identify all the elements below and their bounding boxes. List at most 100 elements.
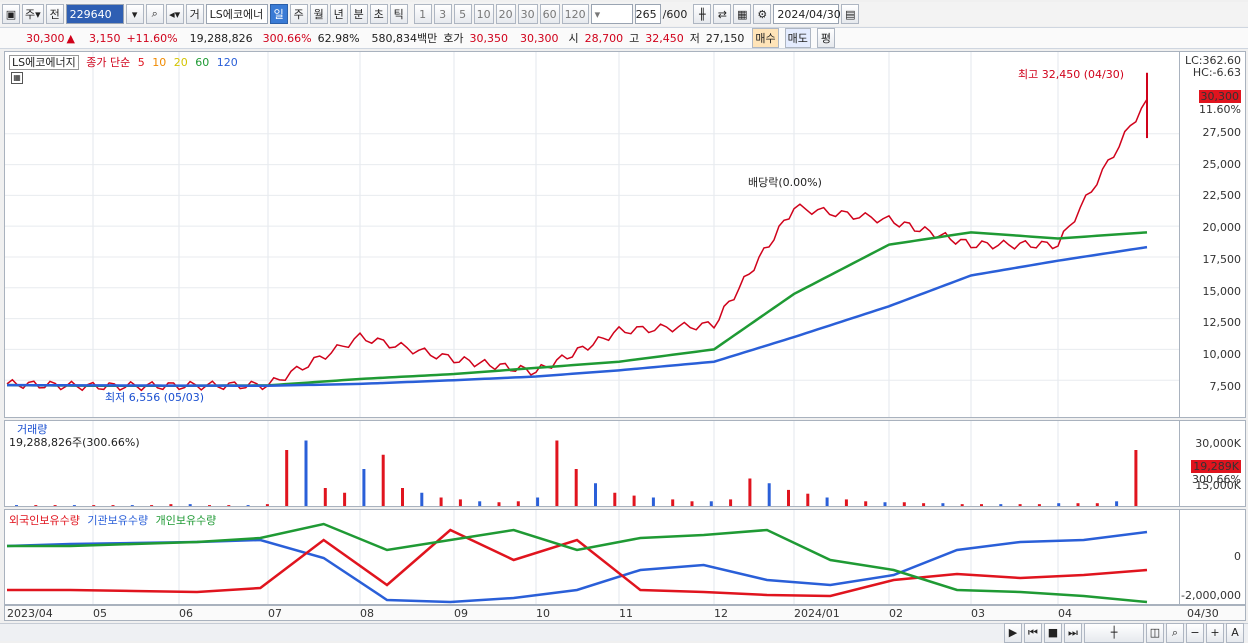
volume-bar [671,499,675,506]
hold-ytick: -2,000,000 [1181,589,1241,602]
bottom-toolbar: ▶ ⏮ ■ ⏭ ┼ ◫ ⌕ − + A [0,622,1248,643]
xtick-right: 04/30 [1187,607,1219,620]
volume-bar [362,469,366,506]
quote-bid: 30,300 [520,31,559,45]
volume-bar [1037,504,1041,506]
search-icon[interactable]: ⌕ [145,4,164,24]
interval-dropdown[interactable]: ▾ [590,4,633,24]
stock-name-field[interactable]: LS에코에너 [205,4,268,24]
speaker-icon[interactable]: ◂▾ [165,4,184,24]
zoom-slider[interactable]: ┼ [1084,622,1144,643]
code-dropdown-icon[interactable]: ▾ [125,4,144,24]
count-total: /600 [662,7,688,21]
current-pct-label: 11.60% [1199,103,1241,116]
last-icon[interactable]: ⏭ [1064,622,1082,643]
interval-1[interactable]: 1 [413,4,432,24]
interval-10[interactable]: 10 [473,4,494,24]
volume-bar [381,454,385,506]
interval-20[interactable]: 20 [495,4,516,24]
period-week[interactable]: 주 [289,4,308,24]
volume-value: 19,288,826 [189,31,253,45]
plus-icon[interactable]: + [1206,622,1224,643]
table-icon[interactable]: ▦ [11,72,23,84]
volume-bar [227,505,231,506]
current-price-tag: 30,300 [1198,90,1241,103]
interval-3[interactable]: 3 [433,4,452,24]
lc-value: LC:362.60 [1184,54,1241,67]
xtick: 11 [619,607,633,620]
buy-button[interactable]: 매수 [752,28,779,48]
volume-bar [709,501,713,506]
period-year[interactable]: 년 [329,4,348,24]
date-input[interactable]: 2024/04/30 [773,4,841,24]
quote-ask: 30,350 [469,31,509,45]
save-icon[interactable]: ▦ [733,4,752,24]
period-month[interactable]: 월 [309,4,328,24]
volume-chart[interactable]: 거래량 19,288,826주(300.66%) [4,420,1180,507]
volume-bar [864,501,868,506]
eval-button[interactable]: 평 [816,28,835,48]
period-tick[interactable]: 틱 [389,4,408,24]
volume-bar [825,497,829,506]
volume-bar [497,502,501,506]
volume-bar [169,504,173,506]
xtick: 12 [714,607,728,620]
volume-axis: 30,000K 15,000K 19,289K 300.66% [1180,420,1246,507]
xtick: 10 [536,607,550,620]
interval-5[interactable]: 5 [453,4,472,24]
volume-bar [439,497,443,506]
individual-line [7,522,1148,604]
layout-icon[interactable]: ◫ [1146,622,1164,643]
window-icon[interactable]: ▣ [2,4,20,24]
volume-bar [999,504,1003,506]
calendar-icon[interactable]: ▤ [841,4,860,24]
volume-bar [651,497,655,506]
ytick: 12,500 [1202,316,1242,329]
count-input[interactable]: 265 [634,4,661,24]
price-chart[interactable]: LS에코에너지 종가 단순 5 10 20 60 120 ▦ 최고 32,450… [4,51,1180,418]
ytick: 15,000 [1202,285,1242,298]
legend-ma5: 5 [137,56,145,69]
price-axis: LC:362.60 HC:-6.63 30,300 11.60% 27,500 … [1180,51,1246,418]
interval-120[interactable]: 120 [561,4,589,24]
period-day[interactable]: 일 [269,4,288,24]
prev-button[interactable]: 전 [45,4,64,24]
volume-bar [1076,503,1080,506]
low-price: 27,150 [705,31,745,45]
name-label: 거 [185,4,204,24]
volume-bar [323,488,327,506]
stock-code-input[interactable]: 229640 [65,4,124,24]
low-annotation: 최저 6,556 (05/03) [105,391,205,404]
compare-icon[interactable]: ⇄ [713,4,732,24]
volume-bar [304,440,308,506]
xtick: 05 [93,607,107,620]
date-axis: 2023/04 05 06 07 08 09 10 11 12 2024/01 … [4,605,1246,621]
period-second[interactable]: 초 [369,4,388,24]
price-legend: LS에코에너지 종가 단순 5 10 20 60 120 [9,54,242,70]
up-arrow-icon: ▲ [66,31,75,45]
market-select[interactable]: 주 ▾ [22,4,44,24]
scroll-right-icon[interactable]: ▶ [1004,622,1022,643]
period-minute[interactable]: 분 [349,4,368,24]
sell-button[interactable]: 매도 [784,28,811,48]
interval-60[interactable]: 60 [539,4,560,24]
first-icon[interactable]: ⏮ [1024,622,1042,643]
interval-30[interactable]: 30 [517,4,538,24]
xtick: 02 [889,607,903,620]
stop-icon[interactable]: ■ [1044,622,1062,643]
minus-icon[interactable]: − [1186,622,1204,643]
volume-ratio: 300.66% [262,31,312,45]
holdings-chart[interactable]: 외국인보유수량 기관보유수량 개인보유수량 [4,509,1180,605]
trade-amount: 580,834백만 [371,32,438,45]
xtick: 2023/04 [7,607,53,620]
ytick: 22,500 [1202,189,1242,202]
volume-bar [729,499,733,506]
text-size-icon[interactable]: A [1226,622,1244,643]
gear-icon[interactable]: ⚙ [753,4,772,24]
candle-icon[interactable]: ╫ [693,4,712,24]
volume-bar [130,505,134,506]
volume-chart-svg [15,421,1138,506]
series-line-close [6,98,1148,392]
zoom-in-icon[interactable]: ⌕ [1166,622,1184,643]
volume-bar [208,505,211,506]
